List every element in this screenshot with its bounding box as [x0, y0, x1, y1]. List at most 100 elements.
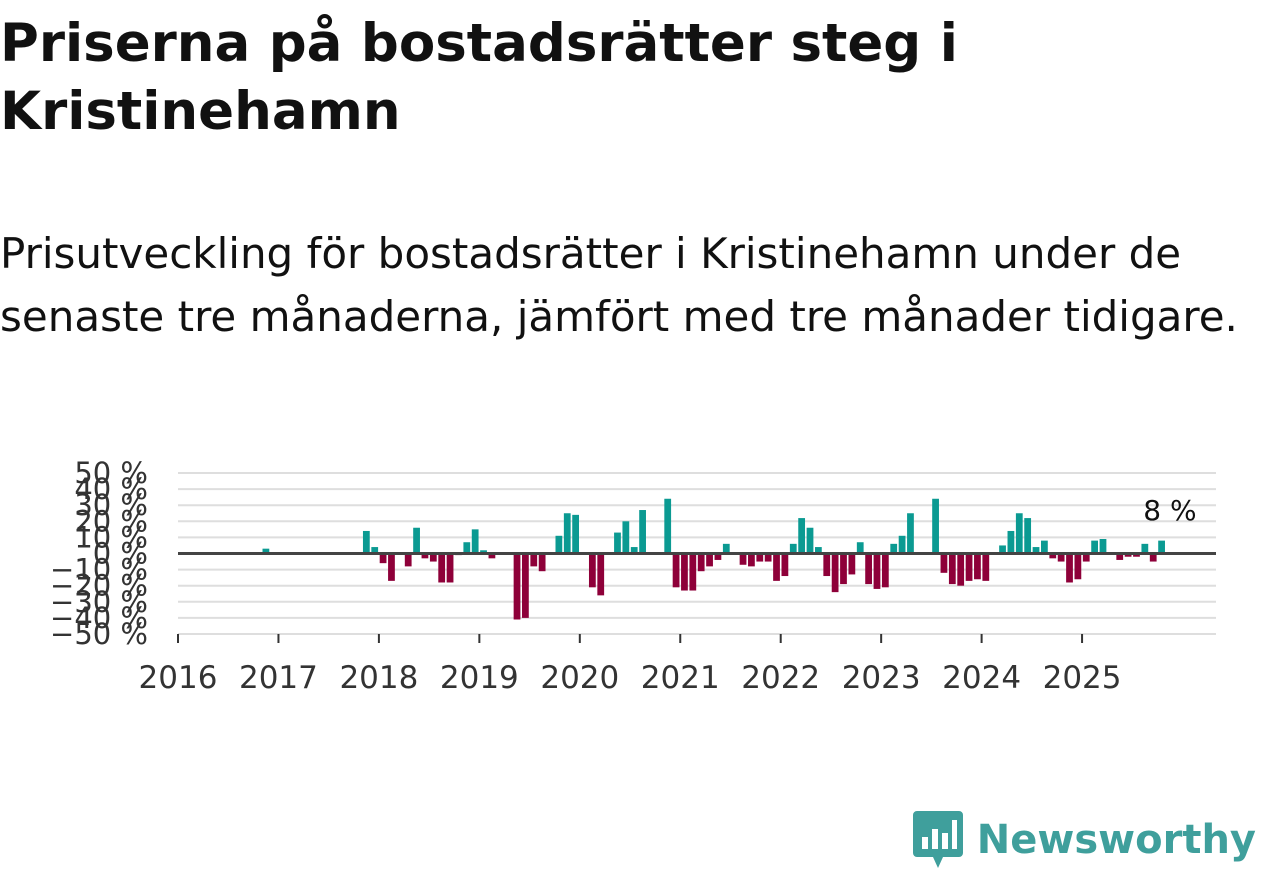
bar — [488, 553, 496, 559]
bar — [1082, 553, 1090, 562]
brand-logo: Newsworthy — [912, 811, 1256, 869]
bar — [881, 553, 889, 588]
bar — [530, 553, 538, 567]
bar — [1057, 553, 1065, 562]
bar — [907, 513, 914, 554]
bar — [362, 530, 370, 554]
bar — [840, 553, 847, 585]
bar — [806, 527, 814, 554]
y-tick-label: 40 % — [74, 472, 148, 506]
chart-title: Priserna på bostadsrätter steg i Kristin… — [0, 13, 958, 142]
bar — [664, 498, 672, 554]
bars — [262, 498, 1165, 620]
y-axis-ticks: −50 %−40 %−30 %−20 %−10 %0 %10 %20 %30 %… — [50, 456, 148, 651]
bar — [898, 535, 906, 554]
bar — [999, 545, 1006, 554]
bar — [1133, 553, 1140, 557]
bar — [513, 553, 521, 620]
bar — [706, 553, 713, 567]
y-tick-label: 0 % — [93, 537, 148, 571]
bar — [798, 518, 806, 554]
x-tick-label: 2024 — [942, 660, 1021, 696]
x-tick-label: 2018 — [339, 660, 418, 696]
bar — [814, 547, 822, 554]
bar — [1099, 539, 1107, 554]
y-tick-label: 30 % — [74, 488, 148, 522]
bar — [563, 513, 571, 554]
bar — [781, 553, 789, 577]
bar — [756, 553, 764, 562]
bar — [1091, 540, 1099, 554]
x-tick-label: 2020 — [540, 660, 619, 696]
bar — [630, 547, 638, 554]
bar — [597, 553, 605, 596]
bar-chart: −50 %−40 %−30 %−20 %−10 %0 %10 %20 %30 %… — [50, 456, 1216, 696]
bar — [1041, 540, 1048, 554]
bar — [848, 553, 856, 575]
bar — [739, 553, 747, 565]
bar — [773, 553, 780, 581]
bar — [1124, 553, 1132, 557]
x-tick-label: 2023 — [842, 660, 921, 696]
bar — [890, 543, 898, 554]
bar — [1066, 553, 1073, 583]
bar — [672, 553, 680, 588]
y-tick-label: 50 % — [74, 456, 148, 490]
bar — [471, 529, 479, 554]
bar — [1007, 530, 1015, 554]
x-axis-ticks: 2016 2017 2018 2019 2020 2021 2022 2023 2024 2025 — [139, 634, 1122, 696]
bar — [1032, 547, 1040, 554]
y-tick-label: −40 % — [50, 601, 148, 635]
bar — [463, 542, 471, 554]
bar — [446, 553, 454, 583]
bar — [639, 510, 646, 554]
value-annotation: 8 % — [1143, 494, 1196, 527]
bar — [764, 553, 772, 562]
bar — [622, 521, 630, 554]
bar — [714, 553, 722, 560]
bar — [697, 553, 705, 572]
bar — [689, 553, 697, 591]
bar — [789, 543, 797, 554]
bar — [429, 553, 437, 562]
bar — [588, 553, 596, 588]
bar — [480, 550, 487, 554]
bar — [865, 553, 872, 585]
y-tick-label: −50 % — [50, 617, 148, 651]
bar — [538, 553, 546, 572]
bar — [856, 542, 864, 554]
bar — [932, 498, 939, 554]
newsworthy-logo-icon — [912, 811, 963, 868]
bar — [404, 553, 412, 567]
bar — [421, 553, 429, 559]
bar — [965, 553, 973, 581]
bar — [1158, 540, 1165, 554]
bar — [1015, 513, 1023, 554]
y-tick-label: −10 % — [50, 553, 148, 587]
bar — [1049, 553, 1057, 559]
bar — [982, 553, 990, 581]
bar — [1141, 543, 1149, 554]
bar — [1116, 553, 1124, 560]
bar — [722, 543, 730, 554]
bar — [572, 514, 580, 554]
bar — [748, 553, 755, 567]
bar — [974, 553, 981, 580]
x-tick-label: 2019 — [440, 660, 519, 696]
bar — [614, 532, 621, 554]
bar — [940, 553, 948, 573]
y-tick-label: −20 % — [50, 569, 148, 603]
y-tick-label: −30 % — [50, 585, 148, 619]
chart-subtitle: Prisutveckling för bostadsrätter i Krist… — [0, 229, 1238, 341]
annotations: 8 % — [1143, 494, 1196, 527]
bar — [831, 553, 839, 593]
bar — [262, 548, 270, 554]
bar — [873, 553, 881, 589]
x-tick-label: 2022 — [741, 660, 820, 696]
bar — [1024, 518, 1032, 554]
bar — [1149, 553, 1157, 562]
bar — [948, 553, 956, 585]
x-tick-label: 2025 — [1043, 660, 1122, 696]
bar — [388, 553, 395, 581]
x-tick-label: 2017 — [239, 660, 318, 696]
